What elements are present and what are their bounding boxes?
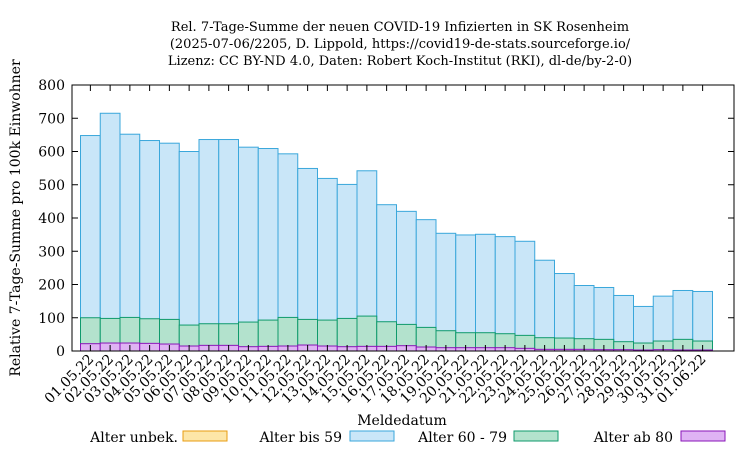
x-axis-label: Meldedatum (357, 413, 447, 429)
bar-02.05.22 (99, 112, 121, 352)
y-tick-label: 800 (38, 78, 65, 94)
legend: Alter unbek. Alter bis 59 Alter 60 - 79 Alt… (89, 430, 726, 446)
chart-title-line-2: (2025-07-06/2205, D. Lippold, https://co… (170, 37, 631, 52)
y-tick-label: 100 (38, 311, 65, 327)
y-tick-label: 300 (38, 244, 65, 260)
legend-label: Alter ab 80 (593, 430, 673, 446)
legend-swatch (349, 430, 395, 442)
y-axis-label: Relative 7-Tage-Summe pro 100k Einwohner (8, 59, 24, 377)
legend-label: Alter bis 59 (258, 430, 342, 446)
bar-07.05.22 (198, 139, 220, 352)
chart-title: Rel. 7-Tage-Summe der neuen COVID-19 Inf… (168, 20, 632, 69)
chart-title-line-1: Rel. 7-Tage-Summe der neuen COVID-19 Inf… (171, 20, 629, 35)
y-tick-label: 500 (38, 178, 65, 194)
legend-swatch (680, 430, 726, 442)
legend-item: Alter ab 80 (593, 430, 726, 446)
bar-23.05.22 (514, 240, 536, 352)
legend-item: Alter 60 - 79 (417, 430, 559, 446)
bar-06.05.22 (178, 151, 200, 352)
legend-label: Alter unbek. (89, 430, 178, 446)
bar-08.05.22 (218, 139, 239, 352)
series-alter-bis-59 (80, 112, 713, 352)
y-tick-label: 400 (38, 211, 65, 227)
legend-swatch (513, 430, 559, 442)
bars-layer (80, 112, 713, 352)
legend-item: Alter unbek. (89, 430, 228, 446)
legend-item: Alter bis 59 (258, 430, 395, 446)
y-tick-label: 700 (38, 111, 65, 127)
legend-swatch (182, 430, 228, 442)
y-tick-label: 200 (38, 278, 65, 294)
legend-label: Alter 60 - 79 (417, 430, 507, 446)
chart-title-line-3: Lizenz: CC BY-ND 4.0, Daten: Robert Koch… (168, 54, 632, 69)
y-tick-label: 0 (56, 344, 65, 360)
y-tick-label: 600 (38, 145, 65, 161)
x-axis: 01.05.2202.05.2203.05.2204.05.2205.05.22… (42, 85, 709, 407)
y-axis: 0 100 200 300 400 500 600 700 800 (38, 78, 734, 360)
bar-09.05.22 (238, 146, 259, 352)
